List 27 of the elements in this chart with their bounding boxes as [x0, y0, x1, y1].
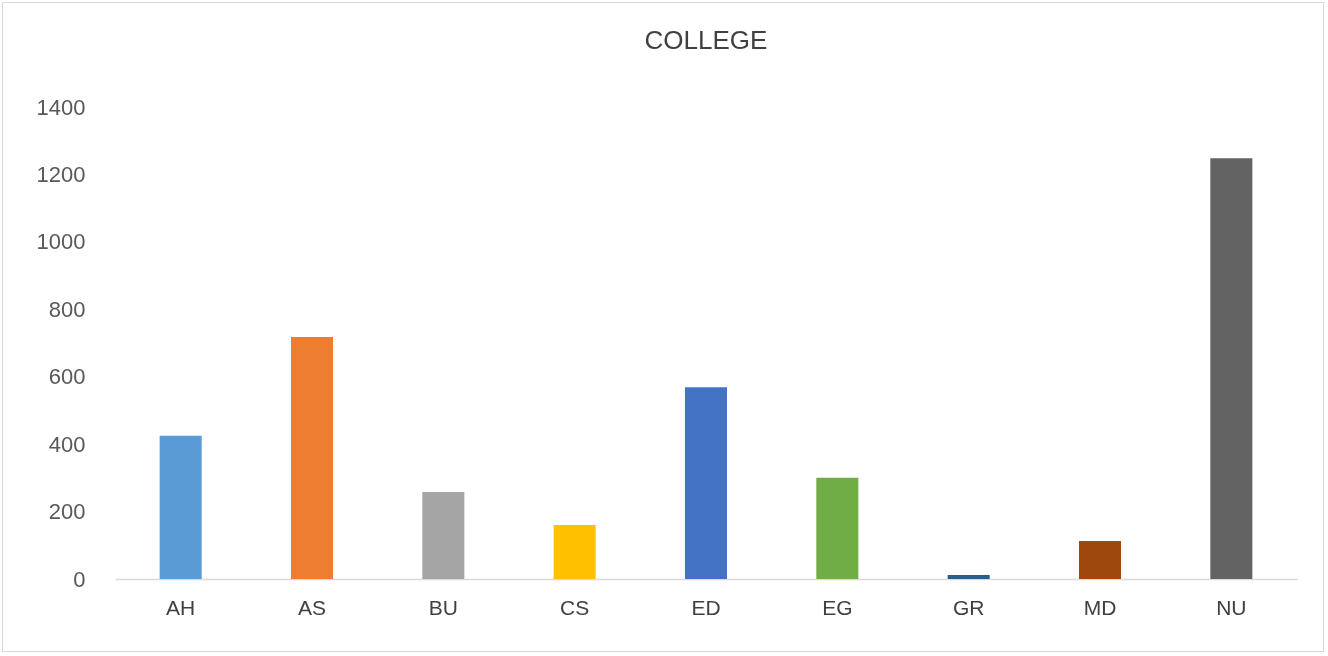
x-tick-label: AS	[297, 595, 327, 619]
y-tick-label: 0	[73, 566, 86, 592]
y-tick-label: 1400	[36, 94, 86, 120]
y-tick-label: 400	[48, 431, 86, 457]
x-tick-label: GR	[952, 595, 985, 619]
bar	[684, 387, 728, 579]
bar	[553, 525, 596, 579]
bar	[422, 492, 465, 579]
y-tick-label: 1000	[36, 229, 86, 255]
bar	[290, 336, 334, 579]
x-tick-label: NU	[1216, 595, 1247, 619]
chart-title: COLLEGE	[644, 25, 768, 55]
x-tick-label: CS	[560, 595, 590, 619]
x-tick-label: BU	[428, 595, 458, 619]
bar	[947, 574, 990, 579]
y-tick-label: 1200	[36, 161, 86, 187]
x-tick-label: AH	[166, 595, 196, 619]
y-tick-label: 200	[48, 499, 86, 525]
x-tick-label: MD	[1083, 595, 1117, 619]
bar	[159, 435, 202, 579]
x-tick-label: EG	[822, 595, 853, 619]
y-tick-label: 600	[48, 364, 86, 390]
x-tick-label: ED	[691, 595, 721, 619]
bar	[1210, 158, 1253, 579]
y-tick-label: 800	[48, 296, 86, 322]
bar	[1078, 540, 1122, 579]
bar	[816, 477, 859, 579]
